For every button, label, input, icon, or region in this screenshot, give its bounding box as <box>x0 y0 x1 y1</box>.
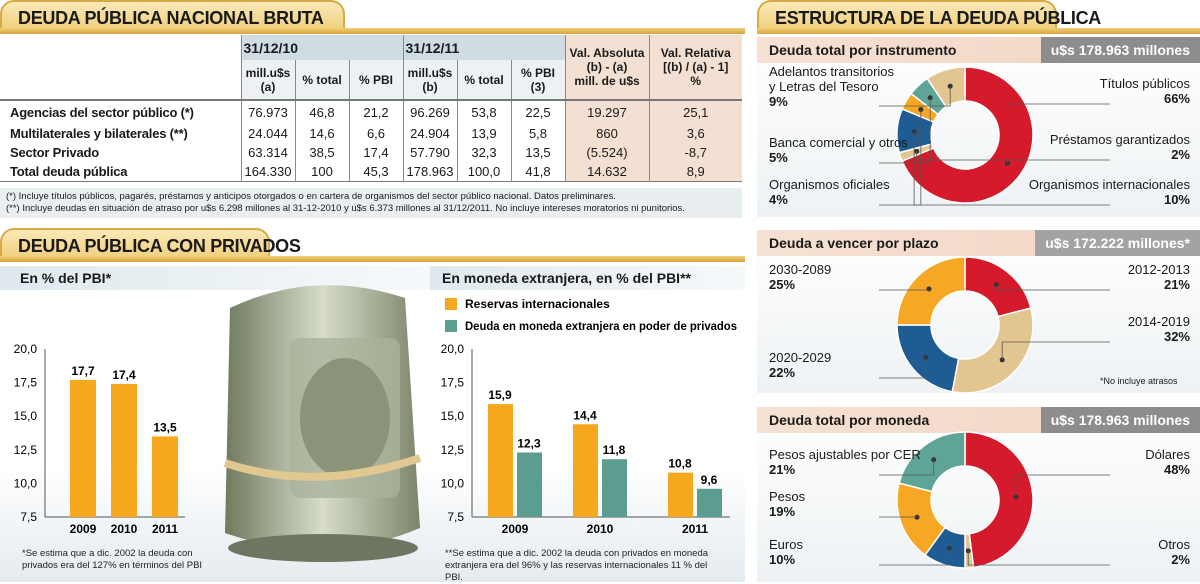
slice-name: Otros <box>1158 537 1190 552</box>
donut-slice <box>965 432 1033 567</box>
slice-percent: 19% <box>769 504 805 519</box>
slice-percent: 2% <box>1158 552 1190 567</box>
slice-percent: 48% <box>1145 462 1190 477</box>
slice-percent: 10% <box>769 552 803 567</box>
slice-name: Pesos <box>769 489 805 504</box>
slice-name: Euros <box>769 537 803 552</box>
slice-percent: 21% <box>769 462 921 477</box>
slice-name: Pesos ajustables por CER <box>769 447 921 462</box>
slice-name: Dólares <box>1145 447 1190 462</box>
